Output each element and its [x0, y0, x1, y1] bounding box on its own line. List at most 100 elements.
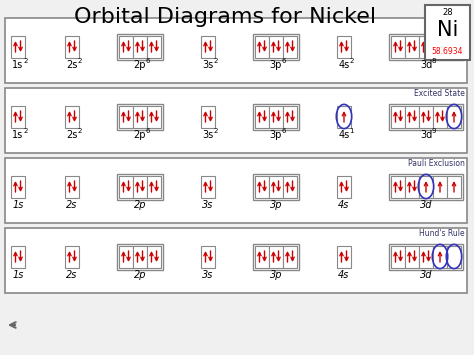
Bar: [337, 246, 351, 268]
Bar: [5, 228, 467, 293]
Text: 3p: 3p: [270, 269, 282, 279]
Bar: [255, 36, 269, 58]
Text: 2: 2: [24, 58, 28, 64]
Bar: [253, 244, 299, 269]
Bar: [391, 175, 405, 197]
Bar: [269, 36, 283, 58]
Bar: [65, 246, 79, 268]
Text: 2p: 2p: [134, 130, 146, 140]
Text: 2: 2: [214, 128, 218, 134]
Bar: [419, 36, 433, 58]
Bar: [405, 246, 419, 268]
Text: Ni: Ni: [437, 21, 458, 40]
Text: 2s: 2s: [66, 60, 78, 70]
Bar: [405, 175, 419, 197]
Text: 3d: 3d: [420, 269, 432, 279]
Bar: [119, 36, 133, 58]
Text: 2: 2: [24, 128, 28, 134]
Bar: [337, 36, 351, 58]
Text: Pauli Exclusion: Pauli Exclusion: [408, 159, 465, 168]
Text: 1s: 1s: [12, 130, 24, 140]
Bar: [433, 175, 447, 197]
Bar: [255, 175, 269, 197]
Bar: [133, 105, 147, 127]
Bar: [201, 105, 215, 127]
Bar: [5, 18, 467, 83]
Bar: [283, 105, 297, 127]
Bar: [389, 104, 463, 130]
Bar: [147, 36, 161, 58]
Text: 3d: 3d: [420, 60, 432, 70]
Text: 2p: 2p: [134, 60, 146, 70]
Text: 3s: 3s: [202, 130, 214, 140]
Bar: [117, 174, 163, 200]
Bar: [133, 246, 147, 268]
Text: 2: 2: [78, 58, 82, 64]
Bar: [5, 158, 467, 223]
Bar: [269, 105, 283, 127]
Bar: [269, 175, 283, 197]
Text: 6: 6: [146, 128, 150, 134]
Bar: [65, 105, 79, 127]
Bar: [425, 5, 470, 60]
Bar: [255, 105, 269, 127]
Text: 9: 9: [432, 128, 436, 134]
Bar: [337, 175, 351, 197]
Bar: [391, 105, 405, 127]
Bar: [433, 36, 447, 58]
Bar: [447, 36, 461, 58]
Bar: [117, 244, 163, 269]
Bar: [65, 175, 79, 197]
Bar: [119, 175, 133, 197]
Text: 2s: 2s: [66, 130, 78, 140]
Bar: [391, 246, 405, 268]
Bar: [133, 36, 147, 58]
Text: 3d: 3d: [420, 130, 432, 140]
Bar: [253, 33, 299, 60]
Text: 6: 6: [282, 128, 286, 134]
Bar: [389, 244, 463, 269]
Bar: [447, 246, 461, 268]
Bar: [11, 105, 25, 127]
Bar: [119, 105, 133, 127]
Text: 3p: 3p: [270, 200, 282, 209]
Text: 3p: 3p: [270, 130, 282, 140]
Bar: [389, 174, 463, 200]
Text: 1s: 1s: [12, 269, 24, 279]
Text: Excited State: Excited State: [414, 89, 465, 98]
Text: 3s: 3s: [202, 269, 214, 279]
Bar: [447, 105, 461, 127]
Bar: [11, 175, 25, 197]
Bar: [117, 33, 163, 60]
Text: 4s: 4s: [338, 269, 350, 279]
Text: 2: 2: [78, 128, 82, 134]
Bar: [283, 246, 297, 268]
Bar: [433, 105, 447, 127]
Bar: [283, 175, 297, 197]
Bar: [433, 246, 447, 268]
Bar: [133, 175, 147, 197]
Bar: [201, 175, 215, 197]
Bar: [147, 105, 161, 127]
Text: 3s: 3s: [202, 60, 214, 70]
Text: 4s: 4s: [338, 60, 350, 70]
Text: 1: 1: [350, 128, 354, 134]
Bar: [253, 104, 299, 130]
Text: 2s: 2s: [66, 200, 78, 209]
Bar: [255, 246, 269, 268]
Bar: [389, 33, 463, 60]
Bar: [269, 246, 283, 268]
Text: 6: 6: [146, 58, 150, 64]
Text: 3s: 3s: [202, 200, 214, 209]
Bar: [405, 105, 419, 127]
Text: 2: 2: [214, 58, 218, 64]
Bar: [391, 36, 405, 58]
Bar: [201, 36, 215, 58]
Bar: [447, 175, 461, 197]
Bar: [65, 36, 79, 58]
Text: 2p: 2p: [134, 200, 146, 209]
Text: 1s: 1s: [12, 200, 24, 209]
Bar: [419, 105, 433, 127]
Text: Hund's Rule: Hund's Rule: [419, 229, 465, 238]
Text: 8: 8: [432, 58, 436, 64]
